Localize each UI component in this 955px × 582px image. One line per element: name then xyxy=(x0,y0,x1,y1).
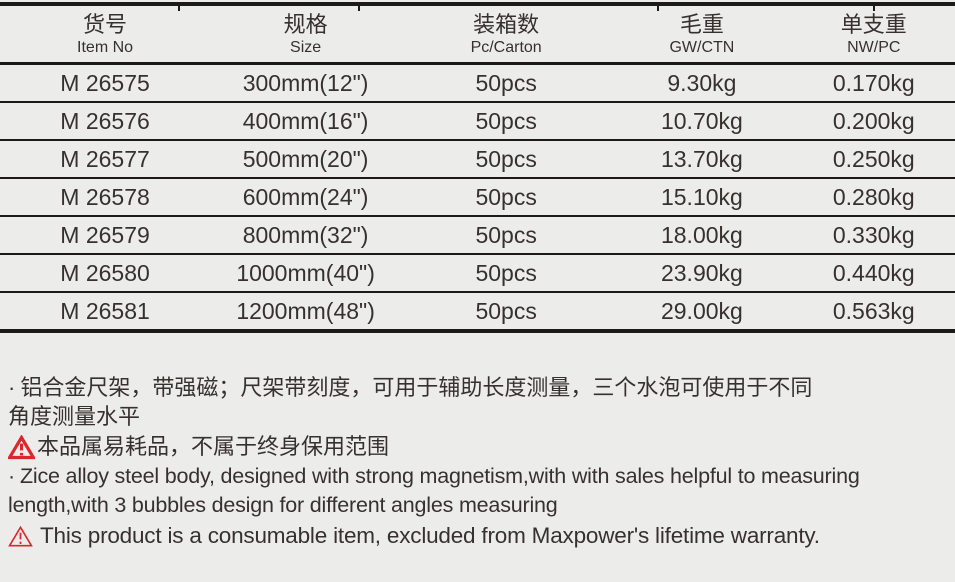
header-label-zh: 单支重 xyxy=(840,11,907,37)
notes-section: · 铝合金尺架，带强磁；尺架带刻度，可用于辅助长度测量，三个水泡可使用于不同 角度… xyxy=(8,374,949,552)
cell-pc-carton: 50pcs xyxy=(475,183,537,210)
table-row: M 26579 800mm(32") 50pcs 18.00kg 0.330kg xyxy=(0,217,955,255)
cell-net-weight: 0.250kg xyxy=(832,145,915,172)
cell-item-no: M 26578 xyxy=(60,183,150,210)
table-row: M 26578 600mm(24") 50pcs 15.10kg 0.280kg xyxy=(0,179,955,217)
cell-gross-weight: 23.90kg xyxy=(660,259,743,286)
note-zh-line1: · 铝合金尺架，带强磁；尺架带刻度，可用于辅助长度测量，三个水泡可使用于不同 xyxy=(8,374,949,402)
cell-size: 300mm(12") xyxy=(242,69,369,96)
column-header-pc-carton: 装箱数 Pc/Carton xyxy=(401,12,611,57)
note-en-line2: length,with 3 bubbles design for differe… xyxy=(8,493,558,517)
header-label-en: GW/CTN xyxy=(669,38,735,56)
cell-size: 500mm(20") xyxy=(242,145,369,172)
warning-icon xyxy=(8,434,35,459)
cell-item-no: M 26579 xyxy=(60,221,150,248)
cell-gross-weight: 9.30kg xyxy=(667,69,737,96)
cell-pc-carton: 50pcs xyxy=(475,259,537,286)
cell-net-weight: 0.170kg xyxy=(832,69,915,96)
column-divider-stub xyxy=(358,6,360,11)
cell-pc-carton: 50pcs xyxy=(475,107,537,134)
note-zh-warning-text: 本品属易耗品，不属于终身保用范围 xyxy=(37,434,390,459)
cell-pc-carton: 50pcs xyxy=(475,69,537,96)
table-header-row: 货号 Item No 规格 Size 装箱数 Pc/Carton 毛重 GW/C… xyxy=(0,6,955,62)
bullet-dot: · xyxy=(8,464,15,488)
column-divider-stub xyxy=(873,6,875,11)
header-label-en: Item No xyxy=(77,38,134,56)
header-label-en: Pc/Carton xyxy=(470,38,542,56)
cell-gross-weight: 15.10kg xyxy=(660,183,743,210)
cell-pc-carton: 50pcs xyxy=(475,221,537,248)
note-zh-warning: 本品属易耗品，不属于终身保用范围 xyxy=(8,432,949,462)
header-bottom-border xyxy=(0,62,955,65)
cell-net-weight: 0.280kg xyxy=(832,183,915,210)
cell-size: 1000mm(40") xyxy=(236,259,375,286)
table-row: M 26577 500mm(20") 50pcs 13.70kg 0.250kg xyxy=(0,141,955,179)
cell-gross-weight: 29.00kg xyxy=(660,297,743,324)
note-en-warning-text: This product is a consumable item, exclu… xyxy=(40,523,820,548)
header-label-zh: 毛重 xyxy=(679,11,724,37)
table-row: M 26575 300mm(12") 50pcs 9.30kg 0.170kg xyxy=(0,65,955,103)
cell-net-weight: 0.563kg xyxy=(832,297,915,324)
header-label-en: NW/PC xyxy=(847,38,901,56)
header-label-en: Size xyxy=(290,38,322,56)
note-zh-line2: 角度测量水平 xyxy=(8,404,141,429)
column-divider-stub xyxy=(657,6,659,11)
column-header-gross-weight: 毛重 GW/CTN xyxy=(611,12,792,57)
cell-net-weight: 0.200kg xyxy=(832,107,915,134)
column-header-size: 规格 Size xyxy=(210,12,401,57)
cell-item-no: M 26577 xyxy=(60,145,150,172)
header-label-zh: 装箱数 xyxy=(473,11,540,37)
note-en-text: Zice alloy steel body, designed with str… xyxy=(19,464,860,488)
cell-size: 600mm(24") xyxy=(242,183,369,210)
cell-item-no: M 26581 xyxy=(60,297,150,324)
cell-size: 1200mm(48") xyxy=(236,297,375,324)
cell-gross-weight: 10.70kg xyxy=(660,107,743,134)
spec-table: 货号 Item No 规格 Size 装箱数 Pc/Carton 毛重 GW/C… xyxy=(0,2,955,333)
cell-gross-weight: 18.00kg xyxy=(660,221,743,248)
cell-pc-carton: 50pcs xyxy=(475,145,537,172)
note-zh-text: 铝合金尺架，带强磁；尺架带刻度，可用于辅助长度测量，三个水泡可使用于不同 xyxy=(20,375,813,400)
note-en-warning: This product is a consumable item, exclu… xyxy=(8,520,949,552)
cell-item-no: M 26576 xyxy=(60,107,150,134)
header-label-zh: 规格 xyxy=(283,11,328,37)
table-row: M 26576 400mm(16") 50pcs 10.70kg 0.200kg xyxy=(0,103,955,141)
cell-pc-carton: 50pcs xyxy=(475,297,537,324)
cell-item-no: M 26580 xyxy=(60,259,150,286)
cell-size: 400mm(16") xyxy=(242,107,369,134)
warning-icon xyxy=(8,525,33,547)
table-top-border xyxy=(0,2,955,6)
cell-item-no: M 26575 xyxy=(60,69,150,96)
cell-size: 800mm(32") xyxy=(242,221,369,248)
cell-gross-weight: 13.70kg xyxy=(660,145,743,172)
table-row: M 26580 1000mm(40") 50pcs 23.90kg 0.440k… xyxy=(0,255,955,293)
table-row: M 26581 1200mm(48") 50pcs 29.00kg 0.563k… xyxy=(0,293,955,333)
column-header-item-no: 货号 Item No xyxy=(0,12,210,57)
header-label-zh: 货号 xyxy=(83,11,128,37)
note-en-line1: · Zice alloy steel body, designed with st… xyxy=(8,462,949,491)
column-header-net-weight: 单支重 NW/PC xyxy=(793,12,955,57)
cell-net-weight: 0.440kg xyxy=(832,259,915,286)
bullet-dot: · xyxy=(8,375,16,400)
cell-net-weight: 0.330kg xyxy=(832,221,915,248)
column-divider-stub xyxy=(178,6,180,11)
